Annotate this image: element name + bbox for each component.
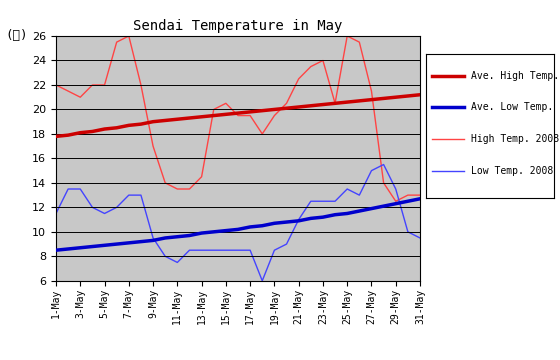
Text: (℃): (℃) [6, 29, 28, 42]
Text: Ave. Low Temp.: Ave. Low Temp. [470, 102, 553, 112]
Text: Ave. High Temp.: Ave. High Temp. [470, 71, 559, 81]
Text: High Temp. 2008: High Temp. 2008 [470, 134, 559, 144]
Text: Low Temp. 2008: Low Temp. 2008 [470, 166, 553, 176]
Title: Sendai Temperature in May: Sendai Temperature in May [133, 19, 343, 33]
